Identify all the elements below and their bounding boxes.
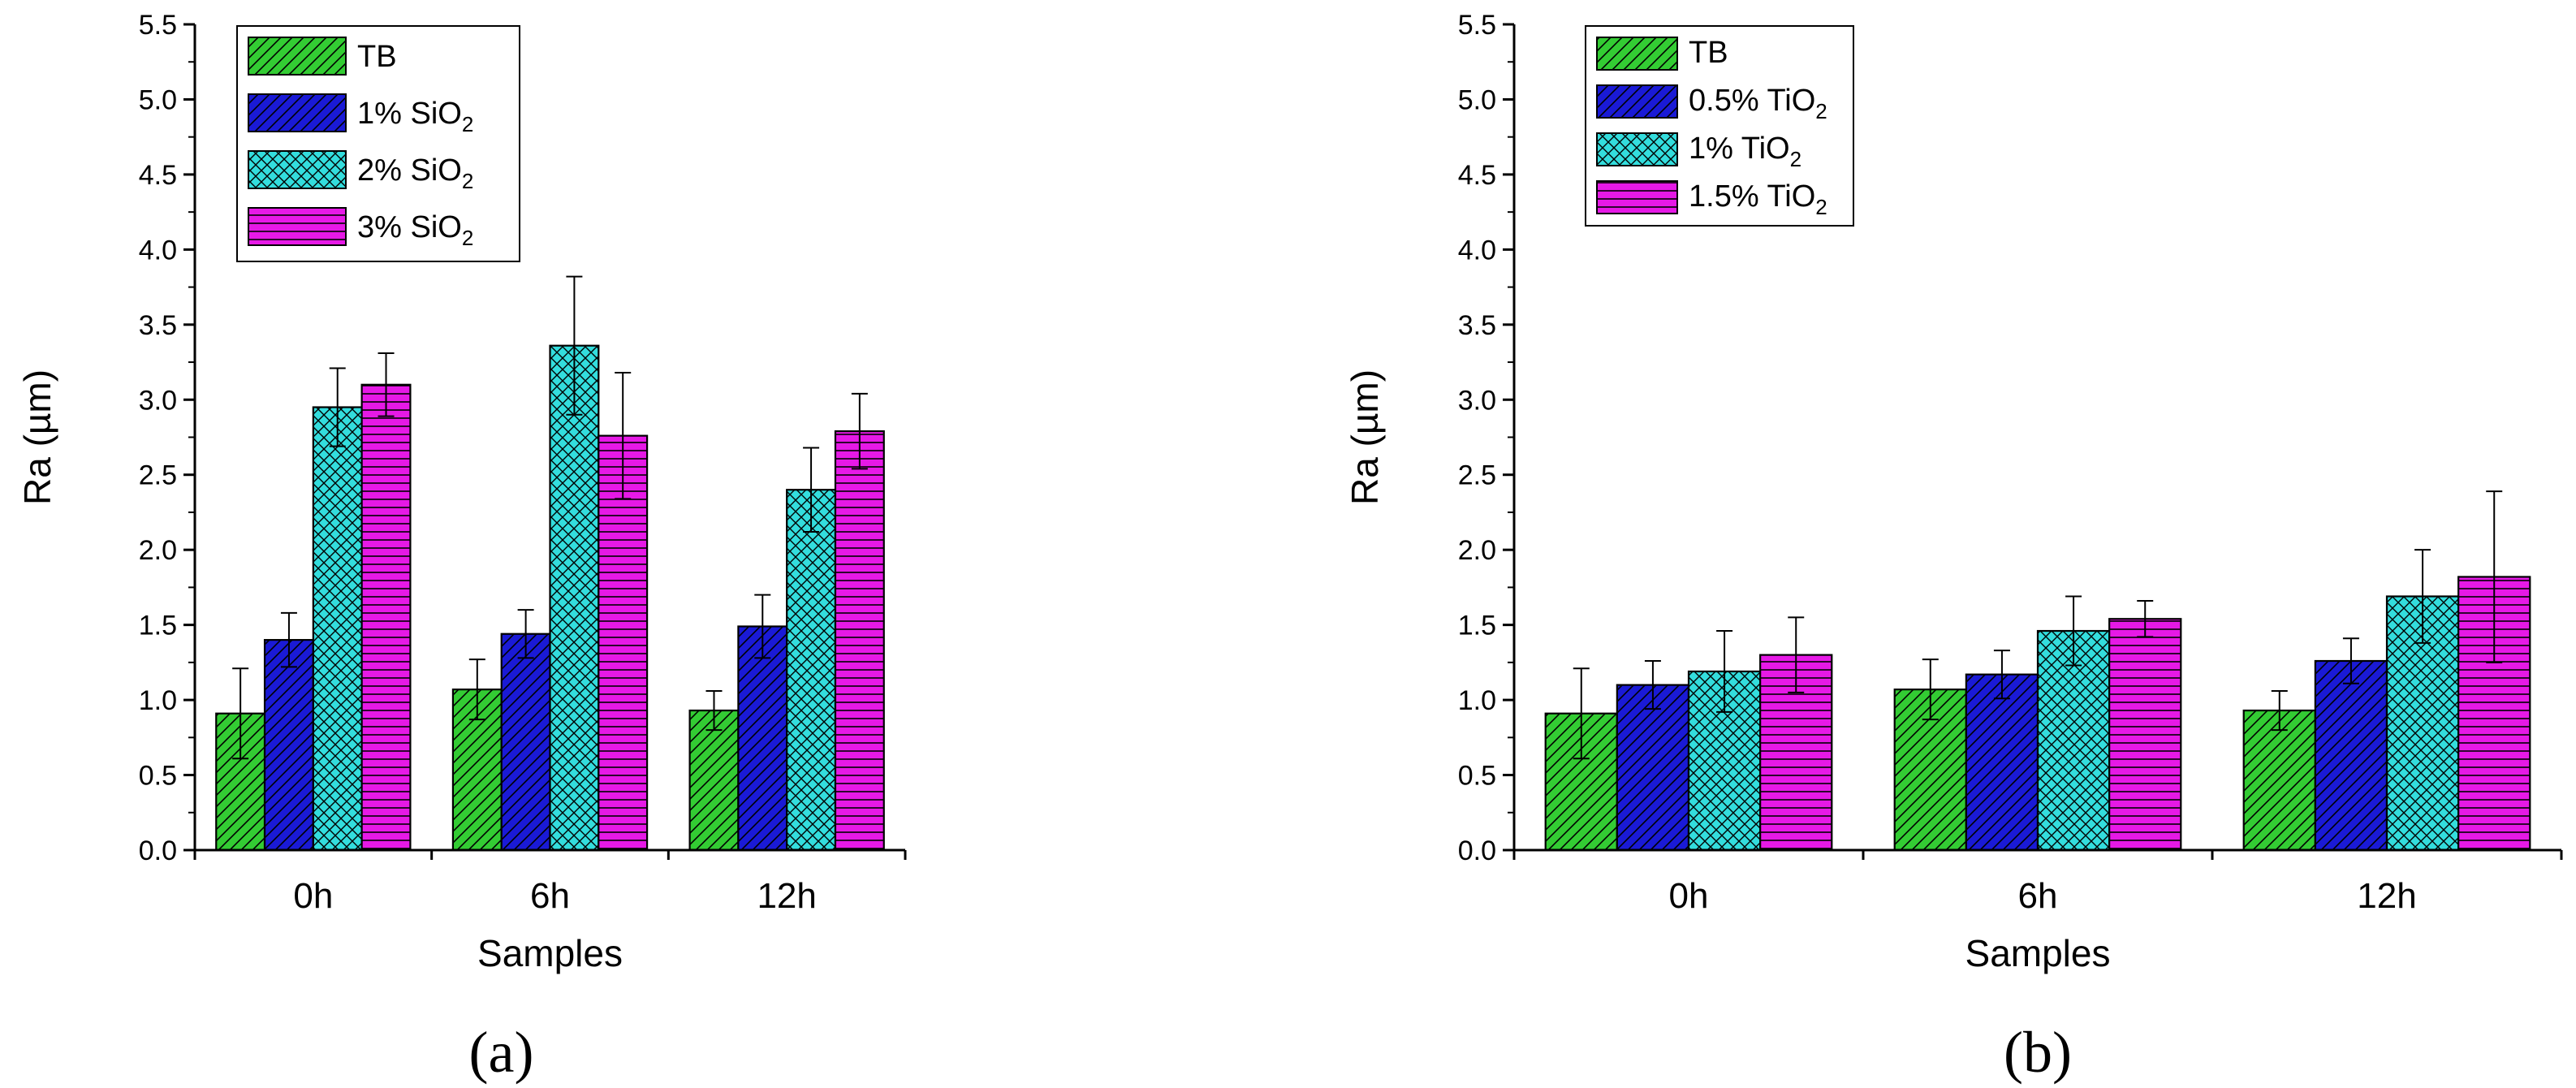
y-tick-label: 2.5 [1458,460,1496,491]
error-bar [517,609,534,659]
y-axis-title: Ra (µm) [16,369,58,505]
x-tick-label: 12h [2357,876,2416,916]
legend-swatch [1596,180,1678,214]
legend-label: 0.5% TiO2 [1689,84,1827,123]
bar-1-5-tio2-6h [2108,618,2182,852]
legend: TB 0.5% TiO2 1% TiO2 1.5% TiO2 [1585,25,1854,227]
y-tick-label: 0.5 [1458,761,1496,792]
y-tick-label: 1.5 [1458,611,1496,641]
error-bar [615,371,632,500]
bar-2-sio2-12h [786,489,837,852]
error-bar [2342,637,2359,684]
chart-panel-b: 0.0 0.5 1.0 1.5 2.0 2.5 3.0 3.5 4.0 4.5 5.0 5.5 0h 6h… [1344,10,2563,1085]
error-bar [566,275,583,416]
y-tick-label: 3.0 [139,385,177,416]
legend-label: 1% TiO2 [1689,132,1801,171]
y-tick-label: 2.0 [1458,535,1496,566]
y-tick-label: 1.5 [139,611,177,641]
x-tick-label: 12h [757,876,816,916]
legend-label: 3% SiO2 [357,210,473,250]
bar-1-tio2-6h [2036,629,2111,852]
legend-label: TB [1689,36,1728,70]
error-bar [851,392,868,470]
x-axis-title: Samples [1965,932,2111,974]
legend-label: 1.5% TiO2 [1689,179,1827,219]
error-bar [1788,616,1805,693]
y-tick-label: 1.0 [1458,685,1496,716]
y-tick-label: 3.5 [1458,310,1496,341]
error-bar [2271,689,2288,732]
legend-swatch [248,207,347,246]
x-tick-label: 6h [2018,876,2058,916]
bar-3-sio2-6h [598,434,649,852]
bar-1-sio2-6h [500,633,551,852]
error-bar [705,689,723,732]
y-tick-label: 0.0 [1458,835,1496,866]
legend-swatch [248,93,347,132]
y-tick-label: 0.5 [139,761,177,792]
error-bar [2137,600,2154,638]
x-tick-label: 0h [1669,876,1709,916]
legend-swatch [1596,84,1678,119]
panel-label: (a) [469,1020,534,1085]
y-tick-label: 5.0 [139,84,177,115]
y-tick-label: 4.5 [1458,160,1496,191]
error-bar [468,658,485,721]
x-tick-label: 0h [293,876,333,916]
error-bar [280,611,297,668]
x-tick-label: 6h [530,876,570,916]
error-bar [2065,595,2082,667]
y-tick-label: 5.5 [139,10,177,41]
bar-1-sio2-0h [263,639,314,852]
bar-3-sio2-12h [834,430,885,852]
y-tick-label: 0.0 [139,835,177,866]
error-bar [2414,549,2431,644]
bar-0-5-tio2-0h [1616,684,1690,852]
error-bar [329,367,346,447]
bar-2-sio2-6h [549,344,600,852]
bar-2-sio2-0h [312,406,363,852]
legend-swatch [1596,37,1678,71]
error-bar [378,352,395,417]
error-bar [1573,667,1590,760]
bar-tb-12h [2242,709,2316,852]
x-axis-title: Samples [477,932,623,974]
chart-panel-a: 0.0 0.5 1.0 1.5 2.0 2.5 3.0 3.5 4.0 4.5 5.0 5.5 0h 6h… [16,10,907,1085]
panel-label: (b) [2004,1020,2072,1085]
error-bar [1716,630,1733,713]
bar-1-sio2-12h [737,625,788,852]
error-bar [232,667,249,760]
bar-0-5-tio2-6h [1965,673,2039,852]
y-tick-label: 3.5 [139,310,177,341]
legend-label: TB [357,40,397,74]
y-tick-label: 2.0 [139,535,177,566]
error-bar [2486,490,2503,663]
y-tick-label: 5.5 [1458,10,1496,41]
y-tick-label: 4.0 [139,235,177,266]
error-bar [1993,650,2010,700]
y-tick-label: 4.5 [139,160,177,191]
legend-swatch [248,37,347,76]
bar-tb-12h [688,709,740,852]
y-tick-label: 4.0 [1458,235,1496,266]
error-bar [754,594,771,659]
y-tick-label: 2.5 [139,460,177,491]
legend-swatch [248,150,347,189]
y-tick-label: 5.0 [1458,84,1496,115]
y-tick-label: 3.0 [1458,385,1496,416]
error-bar [1644,660,1661,710]
legend: TB 1% SiO2 2% SiO2 3% SiO2 [236,25,520,262]
legend-swatch [1596,132,1678,166]
error-bar [803,447,820,533]
y-axis-title: Ra (µm) [1344,369,1386,505]
legend-label: 1% SiO2 [357,97,473,136]
bar-0-5-tio2-12h [2314,659,2388,852]
bar-3-sio2-0h [360,383,412,852]
legend-label: 2% SiO2 [357,153,473,193]
y-tick-label: 1.0 [139,685,177,716]
error-bar [1922,658,1939,721]
